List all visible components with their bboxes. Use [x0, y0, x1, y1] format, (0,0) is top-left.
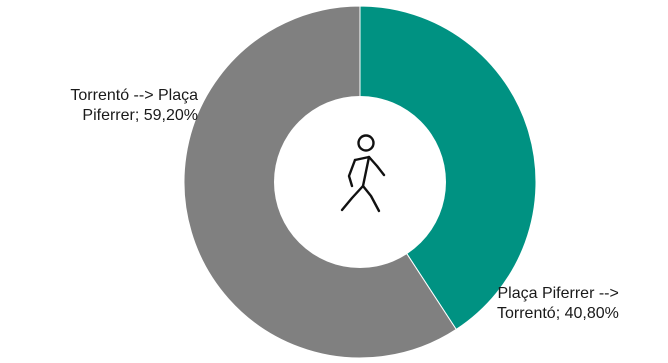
data-label-line: Torrentó; 40,80%: [497, 305, 619, 322]
pedestrian-walking-icon: [340, 134, 386, 213]
data-label-line: Torrentó --> Plaça: [70, 87, 198, 104]
data-label-line: Plaça Piferrer -->: [497, 285, 619, 302]
donut-hole: [274, 96, 446, 268]
data-label-placa-piferrer-to-torrento: Plaça Piferrer --> Torrentó; 40,80%: [497, 284, 619, 324]
data-label-line: Piferrer; 59,20%: [82, 107, 198, 124]
data-label-torrento-to-placa-piferrer: Torrentó --> Plaça Piferrer; 59,20%: [70, 86, 198, 126]
